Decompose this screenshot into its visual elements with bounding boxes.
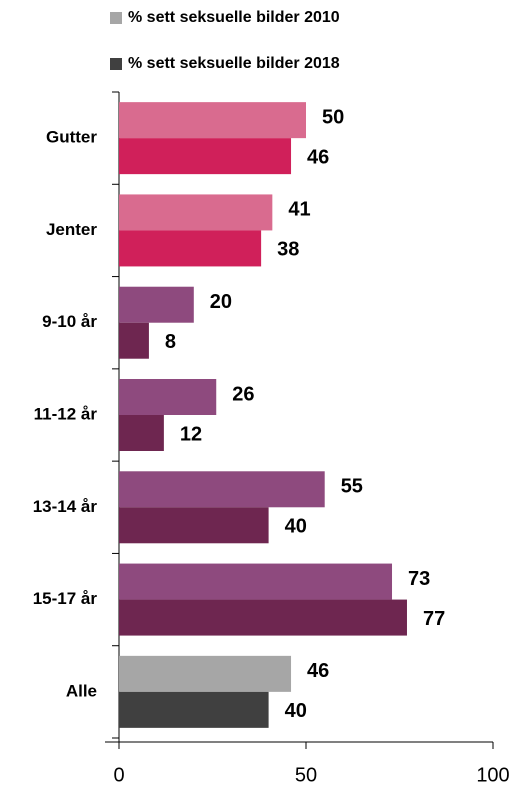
category-label: Alle [66,681,97,700]
bar [119,102,306,139]
value-label: 41 [288,199,310,221]
legend-swatch [110,12,122,24]
value-label: 73 [408,568,430,590]
bar [119,138,292,175]
bar [119,286,194,323]
bar [119,415,164,451]
bar [119,563,393,600]
value-label: 20 [210,291,232,313]
value-label: 12 [180,423,202,445]
legend-swatch [110,58,122,70]
value-label: 46 [307,660,329,682]
category-label: Gutter [46,128,97,147]
x-tick-label: 0 [113,764,124,785]
legend-label: % sett seksuelle bilder 2010 [128,9,340,26]
x-tick-label: 100 [476,764,509,785]
value-label: 50 [322,106,344,128]
x-tick-label: 50 [295,764,317,785]
category-label: 13-14 år [33,497,98,516]
bar [119,379,217,415]
bar [119,599,407,636]
category-label: Jenter [46,220,97,239]
legend-label: % sett seksuelle bilder 2018 [128,55,340,72]
value-label: 46 [307,146,329,168]
value-label: 77 [423,608,445,630]
value-label: 55 [341,476,363,498]
value-label: 8 [165,331,176,353]
bar [119,194,273,231]
bar [119,230,262,267]
value-label: 40 [285,516,307,538]
category-label: 11-12 år [34,404,98,423]
value-label: 38 [277,239,299,261]
bar [119,691,269,728]
bar [119,471,325,508]
bar [119,655,292,692]
category-label: 15-17 år [33,589,98,608]
bar [119,507,269,544]
bar [119,322,149,359]
category-label: 9-10 år [42,312,97,331]
value-label: 26 [232,383,254,405]
value-label: 40 [285,700,307,722]
